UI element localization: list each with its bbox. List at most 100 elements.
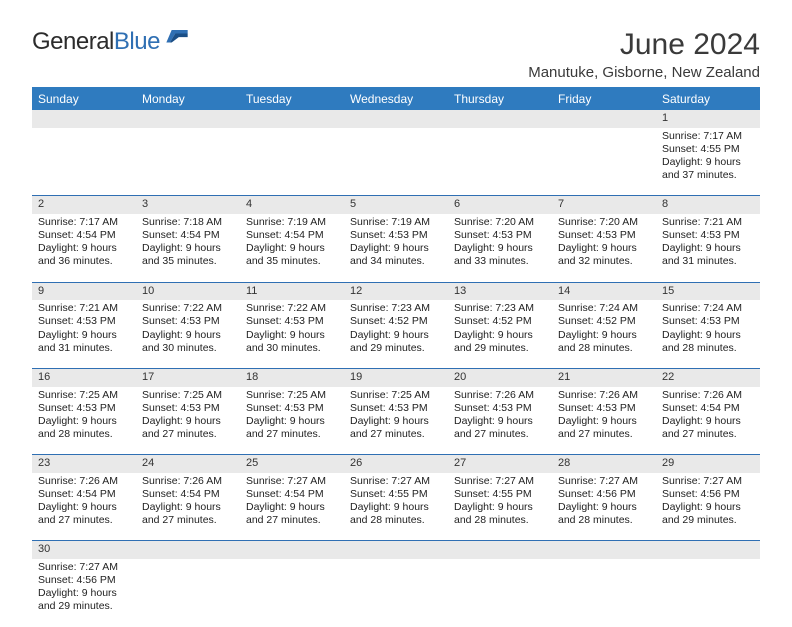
weekday-header: Saturday (656, 88, 760, 111)
day-cell: Sunrise: 7:25 AMSunset: 4:53 PMDaylight:… (32, 387, 136, 455)
flag-icon (166, 30, 188, 46)
day-detail-line: Daylight: 9 hours (454, 329, 546, 342)
day-detail-line: Sunrise: 7:24 AM (558, 302, 650, 315)
day-detail-line: and 29 minutes. (662, 514, 754, 527)
logo-text: GeneralBlue (32, 28, 160, 56)
day-number: 22 (656, 368, 760, 386)
day-detail-line: and 28 minutes. (350, 514, 442, 527)
day-detail-line: and 31 minutes. (38, 342, 130, 355)
day-cell: Sunrise: 7:25 AMSunset: 4:53 PMDaylight:… (344, 387, 448, 455)
day-detail-line: Daylight: 9 hours (38, 501, 130, 514)
day-detail-line: Daylight: 9 hours (38, 329, 130, 342)
day-detail-line: Sunset: 4:56 PM (38, 574, 130, 587)
day-detail-line: Sunrise: 7:27 AM (454, 475, 546, 488)
day-cell: Sunrise: 7:20 AMSunset: 4:53 PMDaylight:… (552, 214, 656, 282)
day-detail-line: Sunrise: 7:25 AM (246, 389, 338, 402)
day-detail-line: Sunset: 4:53 PM (454, 229, 546, 242)
logo-part2: Blue (114, 28, 160, 55)
day-detail-line: Sunrise: 7:22 AM (142, 302, 234, 315)
day-detail-line: and 27 minutes. (142, 428, 234, 441)
day-detail-line: Daylight: 9 hours (662, 329, 754, 342)
day-detail-line: and 29 minutes. (454, 342, 546, 355)
day-detail-line: and 28 minutes. (558, 342, 650, 355)
day-detail-line: Sunset: 4:53 PM (662, 315, 754, 328)
day-cell (448, 559, 552, 627)
weekday-header-row: Sunday Monday Tuesday Wednesday Thursday… (32, 88, 760, 111)
day-detail-line: Sunrise: 7:23 AM (350, 302, 442, 315)
day-detail-line: Sunset: 4:53 PM (350, 402, 442, 415)
day-number: 27 (448, 455, 552, 473)
day-detail-line: and 28 minutes. (662, 342, 754, 355)
day-detail-line: and 28 minutes. (558, 514, 650, 527)
daynum-row: 16171819202122 (32, 368, 760, 386)
logo: GeneralBlue (32, 28, 188, 56)
day-detail-line: and 28 minutes. (454, 514, 546, 527)
day-detail-line: Sunrise: 7:27 AM (246, 475, 338, 488)
day-detail-line: Sunrise: 7:19 AM (246, 216, 338, 229)
weekday-header: Friday (552, 88, 656, 111)
day-cell: Sunrise: 7:25 AMSunset: 4:53 PMDaylight:… (136, 387, 240, 455)
day-number (240, 541, 344, 559)
day-detail-line: Daylight: 9 hours (454, 501, 546, 514)
week-row: Sunrise: 7:17 AMSunset: 4:55 PMDaylight:… (32, 128, 760, 196)
day-cell: Sunrise: 7:21 AMSunset: 4:53 PMDaylight:… (32, 300, 136, 368)
day-detail-line: Sunset: 4:54 PM (246, 488, 338, 501)
day-number: 20 (448, 368, 552, 386)
day-number (656, 541, 760, 559)
day-detail-line: Sunset: 4:53 PM (142, 315, 234, 328)
day-number: 14 (552, 282, 656, 300)
day-detail-line: Daylight: 9 hours (142, 415, 234, 428)
week-row: Sunrise: 7:27 AMSunset: 4:56 PMDaylight:… (32, 559, 760, 627)
day-detail-line: Sunrise: 7:25 AM (142, 389, 234, 402)
day-cell: Sunrise: 7:27 AMSunset: 4:54 PMDaylight:… (240, 473, 344, 541)
day-detail-line: Sunrise: 7:22 AM (246, 302, 338, 315)
day-detail-line: Sunrise: 7:27 AM (662, 475, 754, 488)
calendar-table: Sunday Monday Tuesday Wednesday Thursday… (32, 87, 760, 627)
day-number: 8 (656, 196, 760, 214)
day-detail-line: Sunrise: 7:20 AM (558, 216, 650, 229)
day-detail-line: Daylight: 9 hours (454, 242, 546, 255)
day-cell: Sunrise: 7:27 AMSunset: 4:56 PMDaylight:… (552, 473, 656, 541)
title-block: June 2024 Manutuke, Gisborne, New Zealan… (528, 28, 760, 81)
day-detail-line: and 27 minutes. (454, 428, 546, 441)
day-number: 5 (344, 196, 448, 214)
day-detail-line: Sunrise: 7:25 AM (350, 389, 442, 402)
day-detail-line: Daylight: 9 hours (246, 329, 338, 342)
day-detail-line: Sunrise: 7:27 AM (558, 475, 650, 488)
day-cell: Sunrise: 7:23 AMSunset: 4:52 PMDaylight:… (344, 300, 448, 368)
week-row: Sunrise: 7:26 AM Sunset: 4:54 PM Daylight:… (32, 473, 760, 541)
day-detail-line: and 35 minutes. (142, 255, 234, 268)
day-detail-line: Daylight: 9 hours (558, 501, 650, 514)
day-detail-line: and 27 minutes. (558, 428, 650, 441)
day-detail-line: and 27 minutes. (350, 428, 442, 441)
day-cell: Sunrise: 7:18 AMSunset: 4:54 PMDaylight:… (136, 214, 240, 282)
day-number: 9 (32, 282, 136, 300)
day-cell: Sunrise: 7:20 AMSunset: 4:53 PMDaylight:… (448, 214, 552, 282)
weekday-header: Tuesday (240, 88, 344, 111)
day-detail-line: and 37 minutes. (662, 169, 754, 182)
day-detail-line: Sunset: 4:54 PM (662, 402, 754, 415)
day-cell (344, 128, 448, 196)
day-detail-line: Sunset: 4:55 PM (350, 488, 442, 501)
day-number: 23 (32, 455, 136, 473)
day-cell: Sunrise: 7:27 AMSunset: 4:56 PMDaylight:… (656, 473, 760, 541)
daynum-row: 23242526272829 (32, 455, 760, 473)
day-cell: Sunrise: 7:17 AMSunset: 4:55 PMDaylight:… (656, 128, 760, 196)
day-cell: Sunrise: 7:22 AMSunset: 4:53 PMDaylight:… (240, 300, 344, 368)
weekday-header: Wednesday (344, 88, 448, 111)
day-cell: Sunrise: 7:22 AMSunset: 4:53 PMDaylight:… (136, 300, 240, 368)
day-number: 1 (656, 110, 760, 128)
day-detail-line: Sunrise: 7:26 AM (558, 389, 650, 402)
day-detail-line: Sunrise: 7:26 AM (142, 475, 234, 488)
day-number: 12 (344, 282, 448, 300)
day-number (32, 110, 136, 128)
day-detail-line: and 35 minutes. (246, 255, 338, 268)
day-number (552, 110, 656, 128)
day-cell (448, 128, 552, 196)
day-cell: Sunrise: 7:24 AMSunset: 4:52 PMDaylight:… (552, 300, 656, 368)
day-cell: Sunrise: 7:26 AMSunset: 4:54 PMDaylight:… (32, 473, 136, 541)
day-detail-line: Daylight: 9 hours (142, 501, 234, 514)
day-number (240, 110, 344, 128)
day-cell: Sunrise: 7:26 AMSunset: 4:53 PMDaylight:… (552, 387, 656, 455)
day-detail-line: Daylight: 9 hours (350, 415, 442, 428)
